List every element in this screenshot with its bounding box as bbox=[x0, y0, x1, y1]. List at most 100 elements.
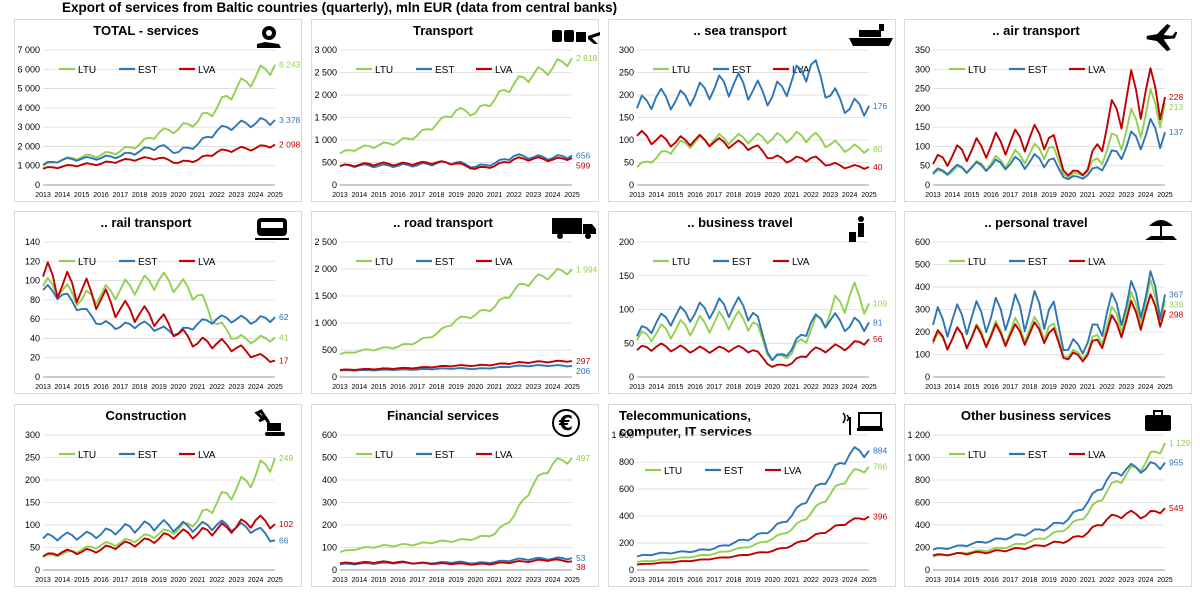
legend-label: LTU bbox=[375, 65, 393, 76]
chart-title: Financial services bbox=[386, 408, 499, 423]
x-tick-label: 2022 bbox=[1099, 192, 1115, 199]
end-value-label: 17 bbox=[279, 356, 289, 366]
end-value-label: 249 bbox=[279, 453, 293, 463]
y-tick-label: 500 bbox=[915, 260, 930, 270]
x-tick-label: 2017 bbox=[707, 577, 723, 584]
end-value-label: 3 378 bbox=[279, 115, 301, 125]
legend-label: LVA bbox=[1088, 65, 1106, 76]
y-tick-label: 200 bbox=[915, 327, 930, 337]
legend-label: LVA bbox=[1088, 257, 1106, 268]
x-tick-label: 2019 bbox=[745, 192, 761, 199]
y-tick-label: 2 000 bbox=[17, 141, 40, 151]
x-tick-label: 2016 bbox=[390, 192, 406, 199]
legend-label: EST bbox=[724, 466, 743, 477]
x-tick-label: 2022 bbox=[209, 192, 225, 199]
chart-panel: .. business travel 0 50 100 150 200 2013 2014 20… bbox=[608, 211, 896, 394]
legend: LTU EST LVA bbox=[356, 257, 513, 268]
x-tick-label: 2021 bbox=[190, 384, 206, 391]
y-tick-label: 300 bbox=[25, 430, 40, 440]
x-tick-label: 2015 bbox=[668, 384, 684, 391]
y-tick-label: 800 bbox=[619, 457, 634, 467]
legend-label: LTU bbox=[672, 65, 690, 76]
x-tick-label: 2015 bbox=[74, 577, 90, 584]
legend-label: LTU bbox=[78, 257, 96, 268]
x-tick-label: 2023 bbox=[229, 192, 245, 199]
svg-text:€: € bbox=[558, 411, 573, 435]
y-tick-label: 2 500 bbox=[314, 68, 337, 78]
x-tick-label: 2024 bbox=[842, 192, 858, 199]
legend: LTU EST LVA bbox=[949, 257, 1106, 268]
chart-svg: 0 500 1 000 1 500 2 000 2 500 2013 2014 2015 2016… bbox=[314, 218, 598, 391]
chart-title: .. sea transport bbox=[693, 23, 787, 38]
y-tick-label: 600 bbox=[619, 484, 634, 494]
x-tick-label: 2022 bbox=[209, 577, 225, 584]
end-value-label: 2 818 bbox=[576, 53, 598, 63]
gear-hand-icon bbox=[257, 26, 281, 48]
y-tick-label: 0 bbox=[629, 372, 634, 382]
end-value-label: 81 bbox=[873, 317, 883, 327]
chart-panel: .. road transport 0 500 1 000 1 500 2 000 2 50… bbox=[311, 211, 599, 394]
y-tick-label: 500 bbox=[322, 345, 337, 355]
y-tick-label: 0 bbox=[332, 372, 337, 382]
x-tick-label: 2013 bbox=[332, 192, 348, 199]
y-tick-label: 300 bbox=[322, 498, 337, 508]
x-tick-label: 2023 bbox=[526, 384, 542, 391]
y-tick-label: 120 bbox=[25, 256, 40, 266]
chart-title: .. personal travel bbox=[984, 215, 1088, 230]
x-tick-label: 2013 bbox=[629, 384, 645, 391]
x-tick-label: 2025 bbox=[1157, 577, 1173, 584]
x-tick-label: 2021 bbox=[784, 384, 800, 391]
legend-label: LVA bbox=[198, 65, 216, 76]
x-tick-label: 2018 bbox=[726, 384, 742, 391]
series-line-ltu bbox=[636, 281, 870, 362]
x-tick-label: 2024 bbox=[248, 192, 264, 199]
x-tick-label: 2020 bbox=[765, 577, 781, 584]
y-tick-label: 100 bbox=[25, 520, 40, 530]
y-tick-label: 0 bbox=[925, 372, 930, 382]
legend-label: LVA bbox=[495, 65, 513, 76]
x-tick-label: 2020 bbox=[468, 192, 484, 199]
x-tick-label: 2023 bbox=[1119, 577, 1135, 584]
x-tick-label: 2013 bbox=[629, 192, 645, 199]
end-value-label: 367 bbox=[1169, 289, 1183, 299]
x-tick-label: 2015 bbox=[668, 577, 684, 584]
series-line-lva bbox=[636, 338, 870, 368]
y-tick-label: 150 bbox=[619, 113, 634, 123]
chart-panel: .. rail transport 0 20 40 60 80 100 120 140 2013 2… bbox=[14, 211, 302, 394]
y-tick-label: 100 bbox=[915, 350, 930, 360]
x-tick-label: 2019 bbox=[745, 577, 761, 584]
x-tick-label: 2018 bbox=[726, 192, 742, 199]
x-tick-label: 2024 bbox=[842, 384, 858, 391]
x-tick-label: 2017 bbox=[113, 577, 129, 584]
x-tick-label: 2023 bbox=[1119, 384, 1135, 391]
chart-title: .. rail transport bbox=[100, 215, 192, 230]
y-tick-label: 140 bbox=[25, 237, 40, 247]
x-tick-label: 2024 bbox=[1138, 384, 1154, 391]
x-tick-label: 2025 bbox=[861, 577, 877, 584]
x-tick-label: 2022 bbox=[506, 192, 522, 199]
x-tick-label: 2022 bbox=[803, 577, 819, 584]
series-line-lva bbox=[42, 143, 276, 170]
x-tick-label: 2013 bbox=[35, 384, 51, 391]
y-tick-label: 200 bbox=[915, 543, 930, 553]
y-tick-label: 300 bbox=[915, 305, 930, 315]
x-tick-label: 2024 bbox=[545, 192, 561, 199]
traveller-icon bbox=[849, 216, 864, 242]
chart-panel: TOTAL - services 0 1 000 2 000 3 000 4 000 5 0… bbox=[14, 19, 302, 202]
x-tick-label: 2023 bbox=[823, 577, 839, 584]
end-value-label: 2 098 bbox=[279, 140, 301, 150]
x-tick-label: 2017 bbox=[707, 192, 723, 199]
y-tick-label: 0 bbox=[332, 180, 337, 190]
legend-label: LVA bbox=[198, 257, 216, 268]
legend-label: EST bbox=[1028, 257, 1047, 268]
y-tick-label: 1 200 bbox=[907, 430, 930, 440]
x-tick-label: 2014 bbox=[649, 192, 665, 199]
y-tick-label: 350 bbox=[915, 45, 930, 55]
y-tick-label: 150 bbox=[25, 498, 40, 508]
x-tick-label: 2018 bbox=[1022, 384, 1038, 391]
end-value-label: 6 243 bbox=[279, 60, 301, 70]
x-tick-label: 2016 bbox=[93, 192, 109, 199]
end-value-label: 176 bbox=[873, 101, 887, 111]
